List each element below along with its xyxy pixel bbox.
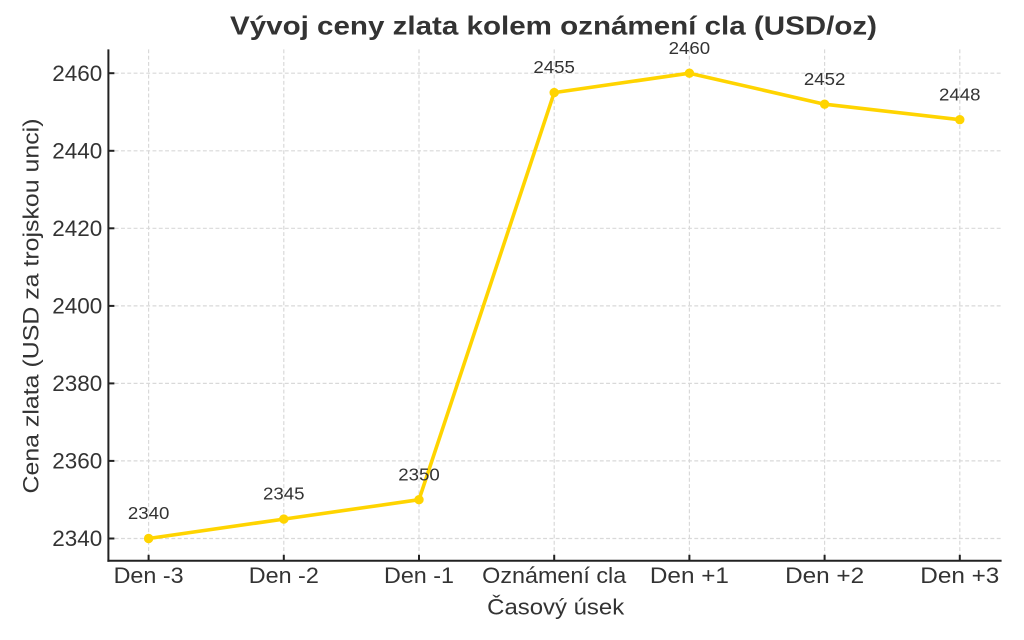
svg-text:2380: 2380	[52, 371, 102, 396]
svg-text:2448: 2448	[939, 84, 981, 104]
svg-text:2460: 2460	[669, 38, 711, 58]
svg-text:2452: 2452	[804, 69, 846, 89]
svg-text:Cena zlata (USD za trojskou un: Cena zlata (USD za trojskou unci)	[19, 119, 44, 494]
svg-text:Den -1: Den -1	[384, 563, 454, 588]
svg-text:Den +3: Den +3	[920, 563, 999, 588]
svg-text:Den -3: Den -3	[114, 563, 184, 588]
svg-text:2345: 2345	[263, 484, 305, 504]
svg-text:2440: 2440	[52, 139, 102, 164]
svg-text:2460: 2460	[52, 61, 102, 86]
svg-text:Časový úsek: Časový úsek	[487, 594, 625, 619]
svg-text:Den +2: Den +2	[785, 563, 864, 588]
svg-text:Vývoj ceny zlata kolem oznámen: Vývoj ceny zlata kolem oznámení cla (USD…	[230, 13, 877, 41]
svg-text:2420: 2420	[52, 216, 102, 241]
svg-text:2340: 2340	[52, 526, 102, 551]
svg-text:2400: 2400	[52, 294, 102, 319]
svg-text:2360: 2360	[52, 449, 102, 474]
svg-text:2350: 2350	[398, 464, 440, 484]
svg-text:Den +1: Den +1	[650, 563, 729, 588]
svg-text:Oznámení cla: Oznámení cla	[482, 563, 627, 588]
svg-text:2455: 2455	[533, 57, 575, 77]
svg-text:2340: 2340	[128, 503, 170, 523]
svg-text:Den -2: Den -2	[249, 563, 319, 588]
